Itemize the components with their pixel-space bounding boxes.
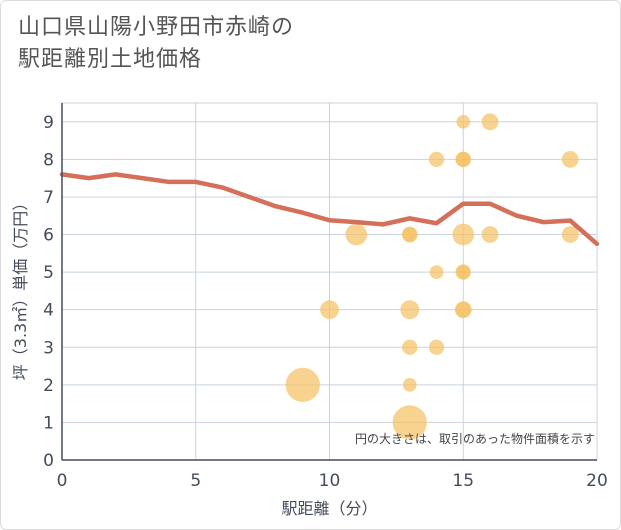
y-tick-label: 9: [43, 113, 54, 133]
y-tick-label: 2: [43, 376, 54, 396]
bubble: [452, 223, 475, 246]
x-axis-label: 駅距離（分）: [281, 499, 377, 518]
bubble: [320, 300, 339, 320]
y-tick-label: 8: [43, 150, 54, 170]
x-tick-label: 20: [586, 471, 608, 491]
y-tick-label: 6: [43, 226, 54, 246]
y-tick-label: 1: [43, 413, 54, 433]
chart-title: 山口県山陽小野田市赤崎の 駅距離別土地価格: [18, 12, 294, 76]
grid: [61, 102, 598, 461]
bubble: [345, 223, 368, 246]
bubble: [481, 113, 499, 131]
bubble: [402, 377, 417, 392]
bubble: [456, 114, 471, 129]
bubble: [481, 226, 499, 243]
bubble: [429, 265, 444, 279]
bubble: [285, 367, 320, 402]
x-tick-label: 10: [319, 471, 341, 491]
y-tick-label: 7: [43, 188, 54, 208]
bubble: [402, 226, 418, 243]
bubble-size-note: 円の大きさは、取引のあった物件面積を示す: [355, 431, 595, 446]
bubble-layer: [285, 113, 579, 440]
bubble: [454, 301, 472, 319]
bubble: [561, 150, 579, 168]
axes: 0 1 2 3 4 5 6 7 8 9 0 5 10 15 20: [43, 103, 608, 491]
chart-title-line2: 駅距離別土地価格: [18, 47, 203, 72]
bubble: [428, 339, 445, 355]
x-tick-label: 15: [452, 471, 474, 491]
y-tick-label: 4: [43, 301, 54, 321]
chart-title-line1: 山口県山陽小野田市赤崎の: [18, 15, 295, 40]
y-tick-label: 5: [43, 263, 54, 283]
bubble: [402, 339, 418, 355]
bubble: [400, 300, 420, 320]
bubble: [561, 226, 579, 243]
y-axis-label: 坪（3.3㎡）単価（万円）: [11, 195, 30, 380]
bubble: [455, 151, 471, 168]
y-tick-label: 3: [43, 338, 54, 358]
bubble: [456, 265, 471, 279]
y-tick-label: 0: [43, 451, 54, 471]
x-tick-label: 5: [190, 471, 201, 491]
bubble: [392, 405, 427, 440]
trend-layer: [59, 172, 600, 247]
trend-line: [59, 172, 600, 247]
bubble: [428, 151, 445, 168]
x-tick-label: 0: [57, 471, 68, 491]
